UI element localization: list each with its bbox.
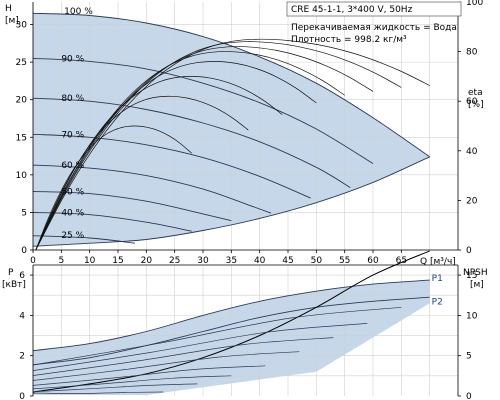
series-label-p1: P1 xyxy=(432,274,443,284)
x-tick-label: 30 xyxy=(197,256,209,266)
x-tick-label: 65 xyxy=(396,256,407,266)
y-tick-label: 5 xyxy=(21,208,27,218)
speed-label: 80 % xyxy=(61,94,84,104)
x-tick-label: 25 xyxy=(169,256,180,266)
y2-tick-label: 20 xyxy=(466,196,478,206)
head-curve-50 xyxy=(32,190,232,222)
y-tick-label: 20 xyxy=(16,96,28,106)
head-curve-90 xyxy=(32,57,374,164)
speed-label: 50 % xyxy=(61,187,84,197)
speed-power-curve-2 xyxy=(32,337,334,376)
speed-label: 60 % xyxy=(61,161,84,171)
model-label: CRE 45-1-1, 3*400 V, 50Hz xyxy=(291,5,413,15)
x-axis-label: Q xyxy=(420,257,427,267)
efficiency-curve-7 xyxy=(35,125,192,251)
y-tick-label: 25 xyxy=(16,58,27,68)
y2-tick-label: 60 xyxy=(466,97,478,107)
y2-tick-label: 0 xyxy=(466,392,472,400)
speed-label: 100 % xyxy=(64,7,93,17)
speed-power-curve-4 xyxy=(32,365,266,386)
efficiency-curve-4 xyxy=(35,61,317,251)
operating-area-boundary xyxy=(32,156,430,247)
y2-tick-label: 80 xyxy=(466,48,478,58)
head-curve-70 xyxy=(32,133,311,199)
y-tick-label: 30 xyxy=(16,21,28,31)
x-axis-unit: [м³/ч] xyxy=(430,257,456,267)
y-tick-label: 10 xyxy=(16,171,28,181)
y-tick-label: 15 xyxy=(16,133,27,143)
y2-tick-label: 40 xyxy=(466,147,478,157)
head-curve-80 xyxy=(32,97,351,188)
speed-label: 70 % xyxy=(61,130,84,140)
head-curve-40 xyxy=(32,211,192,232)
y2-tick-label: 15 xyxy=(466,271,477,281)
speed-power-curve-5 xyxy=(32,375,232,390)
x-tick-label: 60 xyxy=(367,256,379,266)
info-box-frame xyxy=(286,1,462,17)
efficiency-curve-6 xyxy=(35,95,249,251)
y-axis-unit-head: [м] xyxy=(5,16,19,26)
y-axis-label-head: H xyxy=(5,4,12,14)
y2-tick-label: 10 xyxy=(466,311,478,321)
y-tick-label: 4 xyxy=(19,311,25,321)
speed-power-curve-0 xyxy=(32,306,402,366)
head-curve-100 xyxy=(32,12,430,158)
y2-axis-unit-eta: [%] xyxy=(468,100,484,110)
x-tick-label: 35 xyxy=(226,256,237,266)
y2-axis-unit-npsh: [м] xyxy=(470,280,484,290)
y2-tick-label: 5 xyxy=(466,352,472,362)
y2-tick-label: 100 xyxy=(466,0,483,8)
efficiency-curve-0 xyxy=(35,38,430,251)
speed-label: 25 % xyxy=(61,231,84,241)
x-tick-label: 40 xyxy=(254,256,266,266)
x-tick-label: 45 xyxy=(282,256,293,266)
y-axis-unit-power: [кВт] xyxy=(2,280,26,290)
x-tick-label: 10 xyxy=(84,256,96,266)
x-tick-label: 20 xyxy=(141,256,153,266)
x-tick-label: 55 xyxy=(339,256,350,266)
x-tick-label: 15 xyxy=(112,256,123,266)
speed-label: 90 % xyxy=(61,54,84,64)
y-tick-label: 6 xyxy=(19,271,25,281)
y2-tick-label: 0 xyxy=(466,246,472,256)
speed-label: 40 % xyxy=(61,208,84,218)
y-axis-label-power: P xyxy=(8,268,14,278)
speed-power-curve-6 xyxy=(32,383,198,393)
p1-curve xyxy=(32,279,430,352)
speed-power-curve-1 xyxy=(32,323,368,371)
speed-power-curve-7 xyxy=(32,391,164,394)
p2-curve xyxy=(32,296,430,366)
speed-power-curve-3 xyxy=(32,351,300,381)
series-label-p2: P2 xyxy=(432,297,443,307)
x-tick-label: 50 xyxy=(311,256,323,266)
y2-axis-label-eta: eta xyxy=(468,88,483,98)
y-tick-label: 0 xyxy=(19,392,25,400)
head-curve-25 xyxy=(32,235,136,244)
y-tick-label: 2 xyxy=(19,352,25,362)
y-tick-label: 0 xyxy=(21,246,27,256)
density-label: Плотность = 998.2 кг/м³ xyxy=(291,35,407,45)
x-tick-label: 0 xyxy=(30,256,36,266)
liquid-label: Перекачиваемая жидкость = Вода xyxy=(291,23,457,33)
head-curve-60 xyxy=(32,164,272,214)
x-tick-label: 5 xyxy=(58,256,64,266)
y2-axis-label-npsh: NPSH xyxy=(463,268,488,278)
